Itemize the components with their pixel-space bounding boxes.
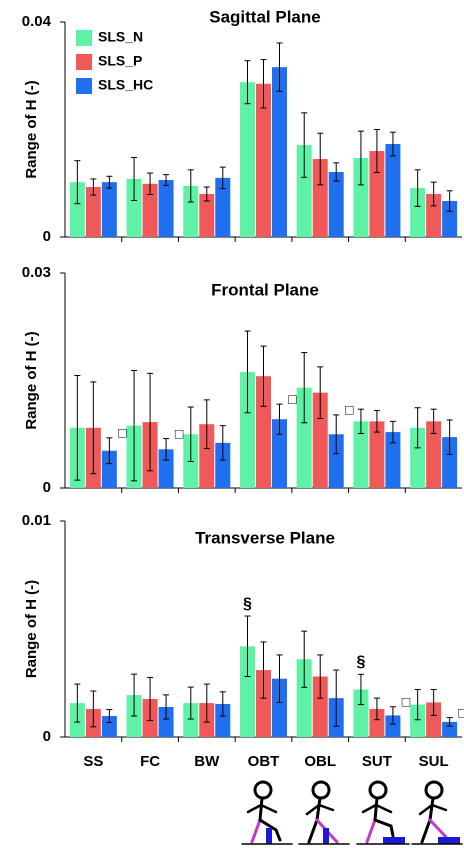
bar [442,721,458,737]
legend-label: SLS_P [98,53,142,69]
y-tick-label: 0.01 [22,512,51,529]
chart-title: Sagittal Plane [209,7,320,26]
activity-icons [241,780,463,845]
bar [158,706,174,737]
bar [410,188,426,237]
bar [240,82,255,237]
icon-obt [241,780,293,845]
bar [296,659,312,737]
bar [328,171,344,237]
bar [296,145,312,237]
bar [410,704,426,737]
bar [101,182,117,237]
bar [312,159,328,237]
y-axis-label: Range of H (-) [23,331,40,429]
x-tick-label: SUT [362,753,392,770]
bar [126,178,142,237]
bar [369,421,385,488]
bar [410,427,426,488]
bar [215,442,231,488]
bar [272,419,287,488]
bar [69,182,85,237]
bar [272,678,287,737]
bar [426,421,442,488]
x-tick-label: SS [83,753,103,770]
bar [240,371,255,488]
annotation: □ [175,425,184,441]
bar [142,183,158,237]
icon-obl [298,780,350,845]
bar [215,177,231,237]
x-tick-label: OBT [248,753,280,770]
y-tick-label: 0 [43,728,51,745]
x-tick-label: OBL [304,753,336,770]
y-tick-label: 0 [43,479,51,496]
x-tick-label: FC [140,753,160,770]
bar [369,151,385,237]
annotation: □ [458,704,464,720]
bar [158,180,174,237]
bar [240,646,255,737]
x-tick-label: SUL [419,753,449,770]
annotation: □ [288,391,297,407]
bar [272,67,287,238]
bar [199,194,215,237]
annotation: □ [118,425,127,441]
chart-title: Transverse Plane [195,528,335,547]
annotation: § [356,654,365,671]
icon-sul [411,780,463,845]
annotation: § [243,595,252,612]
bar [215,703,231,737]
bar [442,200,458,237]
bar [183,703,199,737]
y-axis-label: Range of H (-) [23,80,40,178]
annotation: □ [345,402,354,418]
y-tick-label: 0 [43,228,51,245]
legend-label: SLS_HC [98,77,153,93]
bar [85,187,101,237]
bar [256,670,271,737]
bar [101,450,117,488]
chart-title: Frontal Plane [211,280,319,299]
bar [353,157,369,237]
bar [353,421,369,488]
y-axis-label: Range of H (-) [23,580,40,678]
bar [328,434,344,488]
bar [385,144,401,237]
annotation: □ [402,693,411,709]
bar [312,676,328,737]
bar [442,437,458,488]
bar [256,83,271,237]
bar [312,392,328,488]
legend-swatch [76,30,92,46]
bar [158,449,174,488]
legend-label: SLS_N [98,29,143,45]
bar [426,194,442,237]
bar [369,708,385,737]
bar [101,716,117,737]
bar [256,376,271,488]
y-tick-label: 0.03 [22,264,51,281]
bar [199,424,215,488]
x-tick-label: BW [194,753,220,770]
bar [426,702,442,737]
y-tick-label: 0.04 [22,13,52,30]
bar [385,432,401,488]
icon-sut [356,780,410,845]
bar [183,185,199,237]
legend-swatch [76,78,92,94]
legend-swatch [76,54,92,70]
bar [296,387,312,488]
bar [385,715,401,737]
bar [353,689,369,737]
